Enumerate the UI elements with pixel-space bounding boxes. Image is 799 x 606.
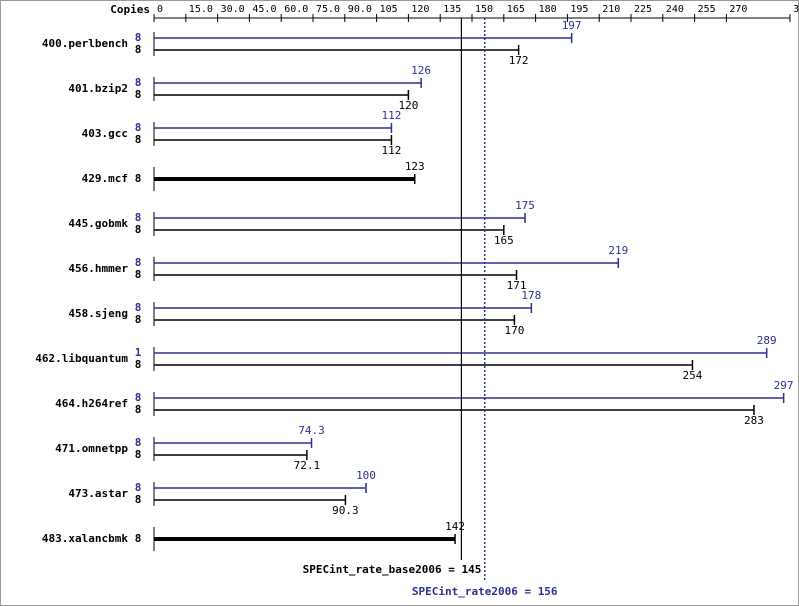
reference-label: SPECint_rate2006 = 156 (412, 585, 558, 598)
x-tick-label: 255 (698, 4, 716, 15)
value-label: 126 (411, 64, 431, 77)
value-label: 120 (398, 99, 418, 112)
copies-label: 8 (135, 76, 142, 89)
copies-label: 8 (135, 493, 142, 506)
x-tick-label: 195 (570, 4, 588, 15)
value-label: 165 (494, 234, 514, 247)
value-label: 112 (382, 109, 402, 122)
value-label: 219 (608, 244, 628, 257)
copies-label: 8 (135, 532, 142, 545)
value-label: 112 (382, 144, 402, 157)
copies-label: 8 (135, 223, 142, 236)
value-label: 178 (521, 289, 541, 302)
copies-label: 8 (135, 211, 142, 224)
value-label: 297 (774, 379, 794, 392)
value-label: 170 (504, 324, 524, 337)
benchmark-label: 462.libquantum (35, 352, 128, 365)
x-tick-label: 165 (507, 4, 525, 15)
value-label: 171 (507, 279, 527, 292)
reference-label: SPECint_rate_base2006 = 145 (303, 563, 482, 576)
value-label: 172 (509, 54, 529, 67)
copies-label: 8 (135, 403, 142, 416)
value-label: 254 (683, 369, 703, 382)
x-tick-label: 150 (475, 4, 493, 15)
x-tick-label: 105 (380, 4, 398, 15)
copies-header: Copies (110, 3, 150, 16)
x-tick-label: 240 (666, 4, 684, 15)
value-label: 100 (356, 469, 376, 482)
value-label: 90.3 (332, 504, 359, 517)
x-tick-label: 90.0 (348, 4, 372, 15)
value-label: 197 (562, 19, 582, 32)
copies-label: 8 (135, 358, 142, 371)
x-tick-label: 120 (411, 4, 429, 15)
x-tick-label: 210 (602, 4, 620, 15)
x-tick-label: 45.0 (252, 4, 276, 15)
value-label: 74.3 (298, 424, 325, 437)
copies-label: 8 (135, 133, 142, 146)
copies-label: 8 (135, 88, 142, 101)
copies-label: 8 (135, 481, 142, 494)
x-tick-label: 270 (729, 4, 747, 15)
benchmark-label: 458.sjeng (68, 307, 128, 320)
benchmark-label: 403.gcc (82, 127, 128, 140)
value-label: 289 (757, 334, 777, 347)
value-label: 283 (744, 414, 764, 427)
x-tick-label: 135 (443, 4, 461, 15)
benchmark-label: 464.h264ref (55, 397, 128, 410)
copies-label: 8 (135, 301, 142, 314)
benchmark-label: 456.hmmer (68, 262, 128, 275)
copies-label: 8 (135, 31, 142, 44)
x-tick-label: 75.0 (316, 4, 340, 15)
x-tick-label: 0 (157, 4, 163, 15)
benchmark-label: 445.gobmk (68, 217, 128, 230)
benchmark-label: 483.xalancbmk (42, 532, 128, 545)
x-tick-label: 180 (539, 4, 557, 15)
x-tick-label: 225 (634, 4, 652, 15)
copies-label: 8 (135, 436, 142, 449)
benchmark-label: 400.perlbench (42, 37, 128, 50)
copies-label: 8 (135, 268, 142, 281)
copies-label: 8 (135, 256, 142, 269)
x-tick-label: 300 (793, 4, 799, 15)
x-tick-label: 60.0 (284, 4, 308, 15)
value-label: 142 (445, 520, 465, 533)
x-tick-label: 15.0 (189, 4, 213, 15)
copies-label: 8 (135, 172, 142, 185)
x-tick-label: 30.0 (221, 4, 245, 15)
copies-label: 8 (135, 391, 142, 404)
benchmark-label: 471.omnetpp (55, 442, 128, 455)
benchmark-label: 429.mcf (82, 172, 128, 185)
value-label: 123 (405, 160, 425, 173)
copies-label: 8 (135, 43, 142, 56)
copies-label: 8 (135, 313, 142, 326)
value-label: 175 (515, 199, 535, 212)
copies-label: 8 (135, 121, 142, 134)
copies-label: 8 (135, 448, 142, 461)
benchmark-label: 401.bzip2 (68, 82, 128, 95)
value-label: 72.1 (294, 459, 321, 472)
benchmark-label: 473.astar (68, 487, 128, 500)
copies-label: 1 (135, 346, 142, 359)
